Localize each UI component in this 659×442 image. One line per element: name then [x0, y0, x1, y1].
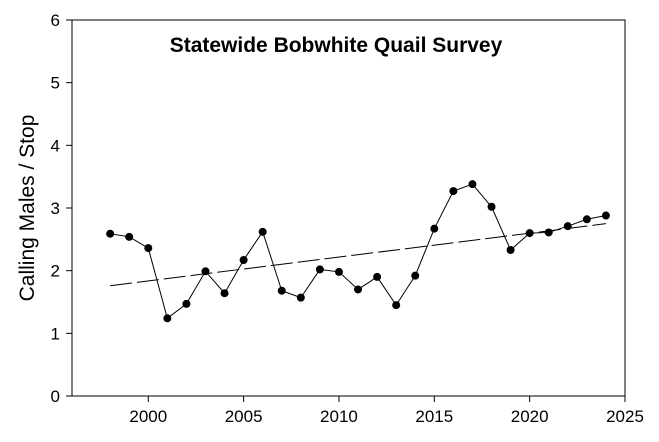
data-point [525, 229, 534, 238]
y-tick-label: 4 [51, 136, 60, 155]
y-tick-label: 1 [51, 324, 60, 343]
x-tick-label: 2010 [320, 407, 358, 426]
data-point [449, 187, 458, 196]
x-tick-label: 2000 [129, 407, 167, 426]
data-point [468, 180, 477, 189]
data-point [163, 314, 172, 323]
y-axis-label: Calling Males / Stop [16, 115, 39, 302]
data-point [354, 285, 363, 294]
chart-title: Statewide Bobwhite Quail Survey [170, 34, 503, 57]
x-tick-label: 2015 [415, 407, 453, 426]
y-tick-label: 2 [51, 262, 60, 281]
trend-line [110, 223, 606, 287]
data-point [373, 272, 382, 281]
data-point [239, 256, 248, 265]
data-point [258, 227, 267, 236]
y-tick-label: 0 [51, 387, 60, 406]
y-tick-label: 3 [51, 199, 60, 218]
data-point [601, 211, 610, 220]
plot-area [71, 19, 626, 397]
data-point [430, 224, 439, 233]
data-point [487, 202, 496, 211]
data-point [334, 267, 343, 276]
y-tick-label: 5 [51, 74, 60, 93]
data-point [315, 265, 324, 274]
data-point [582, 215, 591, 224]
data-point [296, 293, 305, 302]
data-point [125, 232, 134, 241]
data-point [220, 289, 229, 298]
data-point [182, 299, 191, 308]
data-series [106, 180, 610, 323]
data-point [544, 228, 553, 237]
data-point [392, 301, 401, 310]
data-point [277, 286, 286, 295]
data-point [563, 222, 572, 231]
data-point [506, 245, 515, 254]
axes: 0 1 2 3 4 5 6 2000 2005 2010 2015 2020 2025 [51, 11, 644, 426]
x-tick-label: 2020 [511, 407, 549, 426]
x-tick-label: 2005 [225, 407, 263, 426]
trend-line-segment [110, 223, 606, 287]
data-point [201, 267, 210, 276]
y-tick-label: 6 [51, 11, 60, 30]
data-point [106, 229, 115, 238]
x-tick-label: 2025 [606, 407, 644, 426]
data-point [411, 271, 420, 280]
data-point [144, 244, 153, 253]
